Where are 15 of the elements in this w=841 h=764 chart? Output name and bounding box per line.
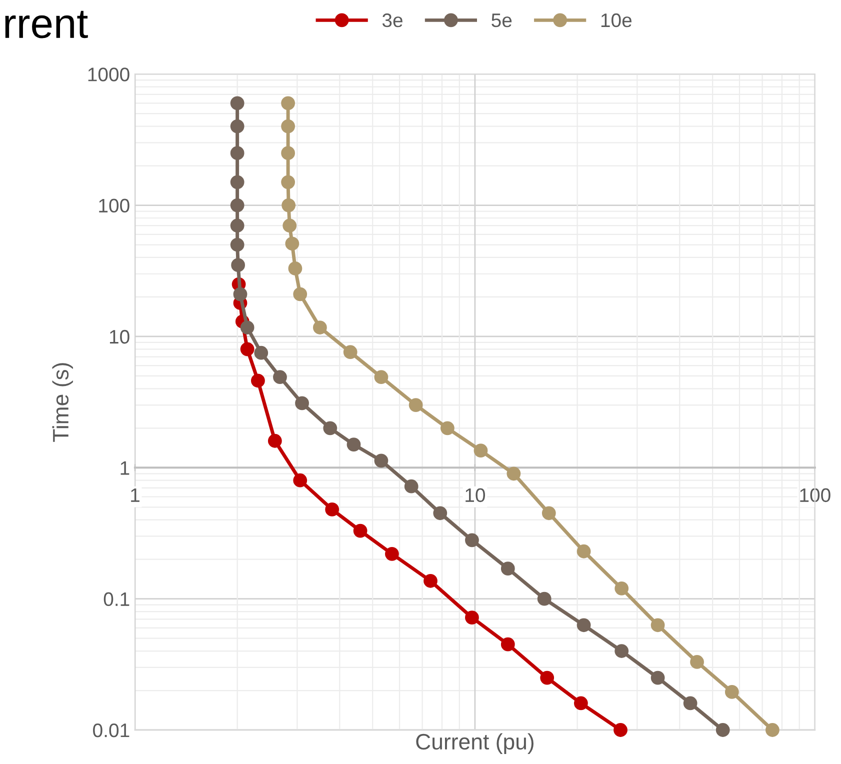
y-tick-label: 1000 bbox=[88, 68, 130, 82]
y-tick-label: 10 bbox=[110, 330, 130, 344]
x-tick-label: 1 bbox=[131, 488, 140, 502]
x-tick-label: 100 bbox=[800, 488, 830, 502]
legend-label: 10e bbox=[601, 13, 632, 28]
legend-label: 5e bbox=[492, 14, 512, 28]
y-tick-label: 0.1 bbox=[104, 592, 130, 606]
y-tick-label: 1 bbox=[120, 461, 130, 475]
x-axis-title: Current (pu) bbox=[416, 733, 534, 754]
chart-title: rrent bbox=[5, 10, 88, 38]
y-tick-label: 0.01 bbox=[93, 723, 130, 738]
y-tick-label: 100 bbox=[99, 198, 130, 213]
y-axis-title: Time (s) bbox=[52, 363, 73, 442]
x-tick-label: 10 bbox=[466, 488, 486, 502]
legend-label: 3e bbox=[382, 13, 402, 28]
